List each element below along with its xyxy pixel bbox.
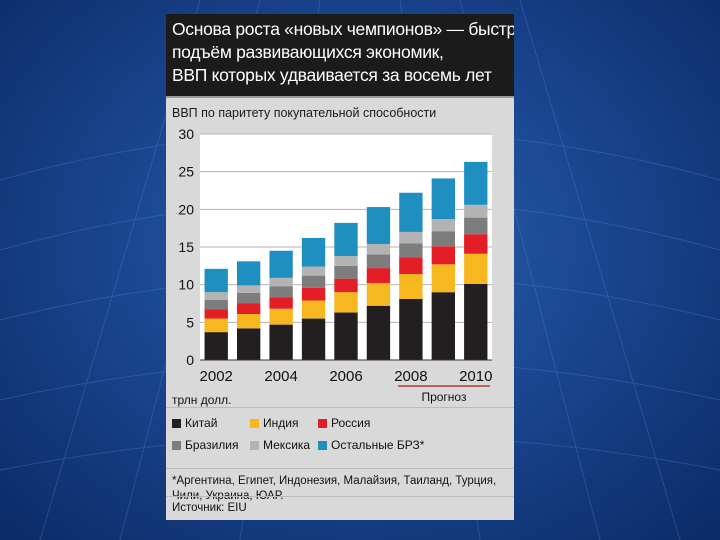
bar-segment xyxy=(366,305,391,360)
legend-label: Россия xyxy=(331,416,371,430)
bar-segment xyxy=(269,324,293,360)
bar-segment xyxy=(269,250,293,278)
source-note: Источник: EIU xyxy=(172,502,247,514)
legend-item: Россия xyxy=(318,416,370,430)
chart-subtitle: ВВП по паритету покупательной способност… xyxy=(172,106,437,120)
legend-item: Бразилия xyxy=(172,438,239,452)
y-tick-label: 5 xyxy=(186,314,194,330)
legend-item: Китай xyxy=(172,416,217,430)
bar-segment xyxy=(366,283,391,306)
bar-segment xyxy=(334,312,358,360)
legend-label: Китай xyxy=(185,416,218,430)
bar-segment xyxy=(236,303,261,315)
y-tick-label: 10 xyxy=(178,277,194,293)
bar-segment xyxy=(464,253,488,284)
bar-segment xyxy=(301,275,326,288)
bar-segment xyxy=(334,278,358,293)
bar-segment xyxy=(464,217,488,235)
chart-legend: Китай Индия Россия Бразилия Мексика Остальные… xyxy=(166,407,514,469)
forecast-label: Прогноз xyxy=(421,390,467,404)
bar-segment xyxy=(464,283,488,360)
bar-segment xyxy=(204,299,228,310)
bar-segment xyxy=(334,222,358,257)
x-tick-label: 2004 xyxy=(264,368,297,385)
bar-segment xyxy=(464,234,488,254)
legend-swatch xyxy=(172,440,181,450)
bar-segment xyxy=(431,264,456,293)
bar-segment xyxy=(431,231,456,247)
bar-segment xyxy=(301,287,326,301)
x-tick-label: 2002 xyxy=(200,368,233,385)
bar-segment xyxy=(464,204,488,218)
bar-segment xyxy=(334,292,358,313)
bar-segment xyxy=(204,309,228,319)
bar-segment xyxy=(269,308,293,325)
legend-swatch xyxy=(318,418,327,428)
bar-segment xyxy=(301,266,326,276)
bar-segment xyxy=(399,192,423,232)
chart-card: Основа роста «новых чемпионов» — быстрый… xyxy=(166,14,514,520)
legend-swatch xyxy=(318,440,327,450)
bar-segment xyxy=(236,292,261,304)
bar-segment xyxy=(301,300,326,319)
x-tick-label: 2010 xyxy=(459,368,492,385)
bar-segment xyxy=(236,285,261,293)
title-line-1: Основа роста «новых чемпионов» — быстрый xyxy=(172,19,514,39)
bar-segment xyxy=(204,332,228,360)
bar-segment xyxy=(431,292,456,360)
title-line-3: ВВП которых удваивается за восемь лет xyxy=(172,65,492,85)
x-tick-label: 2006 xyxy=(329,368,362,385)
legend-label: Индия xyxy=(263,416,299,430)
bar-segment xyxy=(399,298,423,360)
bar-segment xyxy=(204,318,228,333)
bar-segment xyxy=(464,161,488,205)
y-tick-label: 0 xyxy=(186,352,194,368)
bar-segment xyxy=(366,254,391,269)
source-divider xyxy=(166,496,514,497)
chart-title: Основа роста «новых чемпионов» — быстрый… xyxy=(166,14,514,96)
bar-segment xyxy=(236,314,261,329)
stacked-bar-chart: 0 5 10 15 20 25 30 2002 2004 2006 2008 2010 Прогноз т… xyxy=(172,126,492,407)
bar-segment xyxy=(269,286,293,298)
bar-segment xyxy=(399,231,423,244)
legend-swatch xyxy=(172,418,181,428)
legend-item: Индия xyxy=(250,416,298,430)
legend-item: Мексика xyxy=(250,438,310,452)
legend-label: Бразилия xyxy=(185,438,239,452)
y-tick-label: 30 xyxy=(178,126,194,142)
legend-label: Мексика xyxy=(263,438,311,452)
unit-label: трлн долл. xyxy=(172,393,231,407)
bar-segment xyxy=(269,277,293,287)
y-tick-label: 15 xyxy=(178,239,194,255)
bar-segment xyxy=(204,292,228,300)
bar-segment xyxy=(301,237,326,267)
title-line-2: подъём развивающихся экономик, xyxy=(172,42,444,62)
bar-segment xyxy=(204,268,228,293)
y-tick-label: 25 xyxy=(178,164,194,180)
y-tick-label: 20 xyxy=(178,201,194,217)
legend-label: Остальные БРЗ* xyxy=(331,438,425,452)
bar-segment xyxy=(301,318,326,360)
bar-segment xyxy=(236,261,261,286)
bar-segment xyxy=(399,257,423,275)
bar-segment xyxy=(431,246,456,265)
bar-segment xyxy=(366,268,391,284)
bar-segment xyxy=(366,243,391,255)
bar-segment xyxy=(334,265,358,279)
bar-segment xyxy=(399,274,423,299)
bar-segment xyxy=(334,256,358,266)
bar-segment xyxy=(366,207,391,244)
title-divider xyxy=(166,96,514,98)
legend-swatch xyxy=(250,418,259,428)
bar-segment xyxy=(269,297,293,309)
footnote: *Аргентина, Египет, Индонезия, Малайзия,… xyxy=(172,475,497,502)
x-tick-label: 2008 xyxy=(394,368,427,385)
bar-segment xyxy=(236,328,261,360)
bar-segment xyxy=(399,243,423,258)
legend-swatch xyxy=(250,440,259,450)
bar-segment xyxy=(431,178,456,220)
bar-segment xyxy=(431,219,456,232)
legend-item: Остальные БРЗ* xyxy=(318,438,424,452)
